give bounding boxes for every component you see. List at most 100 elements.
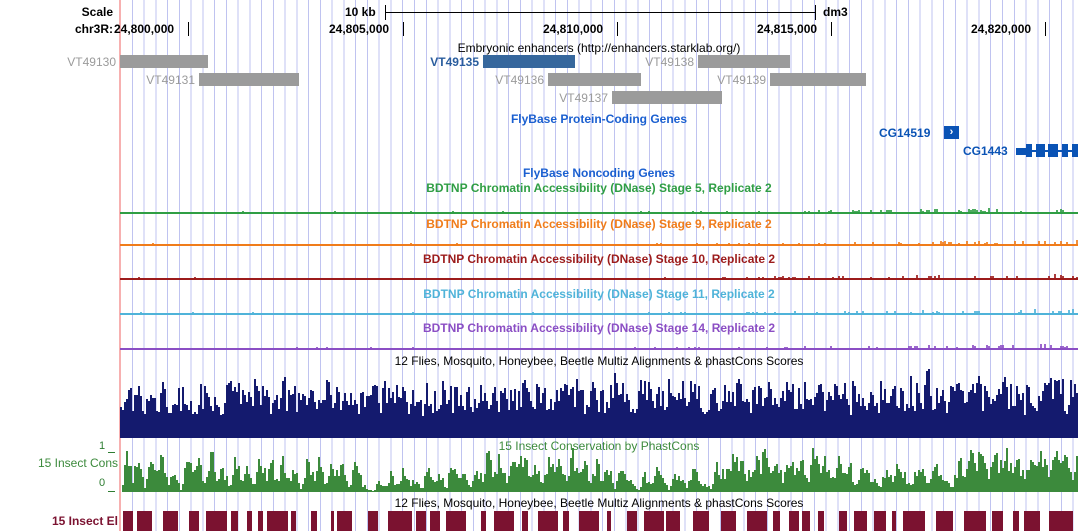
conserved-element[interactable] bbox=[789, 511, 799, 531]
wiggle-bar bbox=[404, 391, 406, 438]
conserved-element[interactable] bbox=[874, 511, 886, 531]
conserved-element[interactable] bbox=[818, 511, 824, 531]
enhancer-block[interactable] bbox=[770, 73, 866, 86]
gene-exon[interactable] bbox=[1062, 144, 1068, 157]
conserved-element[interactable] bbox=[1049, 511, 1073, 531]
wiggle-bar bbox=[290, 481, 292, 492]
wiggle-bar bbox=[698, 481, 700, 492]
conserved-element[interactable] bbox=[903, 511, 925, 531]
wiggle-bar bbox=[204, 386, 206, 438]
enhancer-block[interactable] bbox=[483, 55, 575, 68]
wiggle-bar bbox=[640, 487, 642, 492]
gene-exon[interactable] bbox=[1072, 144, 1078, 157]
conserved-element[interactable] bbox=[992, 511, 1003, 531]
conserved-element[interactable] bbox=[258, 511, 263, 531]
dnase-peak bbox=[1072, 309, 1074, 313]
conserved-element[interactable] bbox=[627, 511, 637, 531]
conserved-element[interactable] bbox=[267, 511, 288, 531]
gene-label[interactable]: CG14519 bbox=[879, 126, 931, 140]
conserved-element[interactable] bbox=[964, 511, 986, 531]
wiggle-bar bbox=[622, 471, 624, 492]
wiggle-bar bbox=[950, 487, 952, 492]
wiggle-bar bbox=[470, 487, 472, 492]
conserved-element[interactable] bbox=[1024, 511, 1040, 531]
wiggle-bar bbox=[1048, 383, 1050, 438]
conserved-element[interactable] bbox=[430, 511, 440, 531]
conserved-element[interactable] bbox=[1013, 511, 1019, 531]
wiggle-bar bbox=[1016, 386, 1018, 438]
conserved-element[interactable] bbox=[644, 511, 664, 531]
scale-bar-text: 10 kb bbox=[345, 5, 376, 19]
conserved-element[interactable] bbox=[291, 511, 296, 531]
wiggle-bar bbox=[638, 490, 640, 492]
conserved-element[interactable] bbox=[579, 511, 599, 531]
wiggle-bar bbox=[806, 399, 808, 438]
conserved-element[interactable] bbox=[854, 511, 867, 531]
conserved-element[interactable] bbox=[331, 511, 334, 531]
dnase-peak bbox=[410, 243, 412, 244]
conserved-element[interactable] bbox=[773, 511, 780, 531]
conserved-element[interactable] bbox=[666, 511, 680, 531]
conserved-element[interactable] bbox=[522, 511, 528, 531]
dnase-peak bbox=[1076, 277, 1078, 278]
conserved-element[interactable] bbox=[189, 511, 199, 531]
gene-exon[interactable] bbox=[1026, 144, 1032, 157]
wiggle-bar bbox=[596, 459, 598, 492]
conserved-element[interactable] bbox=[163, 511, 178, 531]
gene-exon[interactable] bbox=[1048, 144, 1058, 157]
gene-exon[interactable] bbox=[1016, 148, 1026, 155]
conserved-element[interactable] bbox=[721, 511, 736, 531]
conserved-element[interactable] bbox=[231, 511, 238, 531]
conserved-element[interactable] bbox=[337, 511, 352, 531]
conserved-element[interactable] bbox=[247, 511, 252, 531]
conserved-element[interactable] bbox=[494, 511, 514, 531]
conserved-element[interactable] bbox=[936, 511, 953, 531]
wiggle-bar bbox=[248, 474, 250, 492]
wiggle-bar bbox=[186, 462, 188, 492]
conserved-element[interactable] bbox=[481, 511, 486, 531]
wiggle-bar bbox=[314, 402, 316, 438]
wiggle-bar bbox=[272, 403, 274, 438]
wiggle-bar bbox=[396, 484, 398, 492]
conserved-element[interactable] bbox=[137, 511, 152, 531]
conserved-element[interactable] bbox=[563, 511, 569, 531]
conserved-element[interactable] bbox=[123, 511, 133, 531]
conserved-element[interactable] bbox=[839, 511, 847, 531]
conserved-element[interactable] bbox=[538, 511, 558, 531]
wiggle-bar bbox=[766, 397, 768, 438]
gene-label[interactable]: CG1443 bbox=[963, 144, 1008, 158]
conserved-element[interactable] bbox=[607, 511, 611, 531]
wiggle-bar bbox=[800, 461, 802, 492]
wiggle-bar bbox=[584, 461, 586, 492]
enhancer-block[interactable] bbox=[612, 91, 722, 104]
conserved-element[interactable] bbox=[693, 511, 709, 531]
enhancer-block[interactable] bbox=[199, 73, 299, 86]
conserved-element[interactable] bbox=[206, 511, 227, 531]
gene-strand-arrow-icon[interactable]: › bbox=[944, 126, 959, 139]
wiggle-bar bbox=[510, 390, 512, 438]
conserved-element[interactable] bbox=[311, 511, 317, 531]
wiggle-bar bbox=[936, 464, 938, 492]
wiggle-bar bbox=[294, 386, 296, 438]
wiggle-bar bbox=[926, 483, 928, 492]
wiggle-bar bbox=[150, 462, 152, 492]
wiggle-bar bbox=[552, 464, 554, 492]
wiggle-bar bbox=[206, 477, 208, 492]
wiggle-bar bbox=[996, 395, 998, 438]
conserved-element[interactable] bbox=[388, 511, 412, 531]
enhancer-block[interactable] bbox=[548, 73, 641, 86]
wiggle-bar bbox=[812, 405, 814, 438]
conserved-element[interactable] bbox=[368, 511, 378, 531]
wiggle-bar bbox=[354, 400, 356, 438]
enhancer-block[interactable] bbox=[120, 55, 208, 68]
conserved-element[interactable] bbox=[446, 511, 466, 531]
wiggle-bar bbox=[350, 393, 352, 438]
enhancer-block[interactable] bbox=[698, 55, 790, 68]
wiggle-bar bbox=[518, 464, 520, 492]
conserved-element[interactable] bbox=[802, 511, 810, 531]
conserved-element[interactable] bbox=[747, 511, 767, 531]
conserved-element[interactable] bbox=[892, 511, 896, 531]
conserved-element[interactable] bbox=[416, 511, 426, 531]
gene-exon[interactable] bbox=[1036, 144, 1045, 157]
